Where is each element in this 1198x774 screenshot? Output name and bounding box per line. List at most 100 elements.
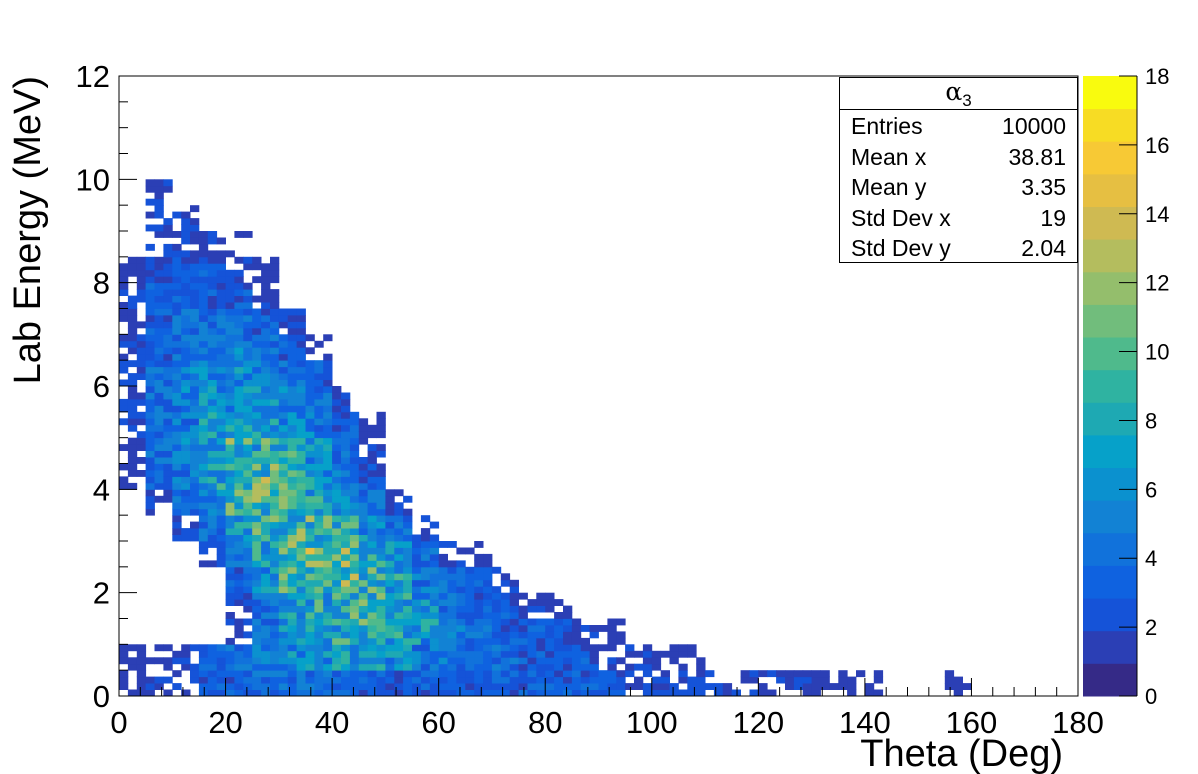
- heatmap-cell: [403, 547, 413, 555]
- heatmap-cell: [225, 502, 235, 510]
- heatmap-cell: [127, 437, 138, 445]
- heatmap-cell: [270, 302, 280, 309]
- heatmap-cell: [607, 683, 617, 690]
- heatmap-cell: [349, 482, 360, 490]
- heatmap-cell: [394, 631, 404, 639]
- heatmap-cell: [154, 495, 164, 503]
- heatmap-cell: [554, 650, 564, 658]
- heatmap-cell: [554, 657, 564, 665]
- heatmap-cell: [793, 676, 804, 684]
- heatmap-cell: [198, 347, 209, 355]
- heatmap-cell: [145, 211, 155, 219]
- heatmap-cell: [394, 573, 404, 581]
- heatmap-cell: [216, 463, 226, 471]
- heatmap-cell: [127, 373, 138, 380]
- heatmap-cell: [261, 405, 271, 413]
- heatmap-cell: [198, 683, 209, 690]
- heatmap-cell: [278, 457, 289, 464]
- heatmap-cell: [651, 663, 662, 671]
- heatmap-cell: [127, 424, 138, 432]
- heatmap-cell: [181, 360, 191, 368]
- heatmap-cell: [589, 683, 599, 690]
- heatmap-cell: [518, 637, 528, 645]
- heatmap-cell: [687, 644, 697, 652]
- heatmap-cell: [287, 315, 297, 322]
- heatmap-cell: [190, 437, 200, 445]
- heatmap-cell: [429, 599, 440, 606]
- heatmap-cell: [491, 605, 502, 613]
- heatmap-cell: [483, 637, 493, 645]
- heatmap-cell: [154, 386, 164, 393]
- heatmap-cell: [136, 470, 147, 477]
- heatmap-cell: [864, 689, 875, 697]
- heatmap-cell: [403, 657, 413, 665]
- heatmap-cell: [172, 683, 182, 690]
- heatmap-cell: [518, 676, 528, 684]
- heatmap-cell: [243, 663, 253, 671]
- heatmap-cell: [127, 347, 138, 355]
- heatmap-cell: [838, 670, 848, 678]
- heatmap-cell: [136, 418, 147, 426]
- heatmap-cell: [163, 256, 173, 264]
- heatmap-cell: [483, 670, 493, 678]
- heatmap-cell: [483, 689, 493, 697]
- heatmap-cell: [190, 347, 200, 355]
- heatmap-cell: [278, 566, 289, 574]
- heatmap-cell: [740, 670, 750, 678]
- heatmap-cell: [305, 470, 315, 477]
- heatmap-cell: [181, 424, 191, 432]
- heatmap-cell: [509, 663, 519, 671]
- heatmap-cell: [376, 599, 386, 606]
- heatmap-cell: [314, 541, 324, 548]
- heatmap-cell: [545, 625, 555, 632]
- heatmap-cell: [305, 450, 315, 458]
- heatmap-cell: [163, 444, 173, 451]
- heatmap-cell: [332, 398, 342, 406]
- heatmap-cell: [323, 521, 333, 529]
- heatmap-cell: [323, 392, 333, 400]
- heatmap-cell: [145, 689, 155, 697]
- heatmap-cell: [358, 521, 369, 529]
- heatmap-cell: [385, 650, 395, 658]
- heatmap-cell: [234, 495, 244, 503]
- heatmap-cell: [731, 689, 741, 697]
- heatmap-cell: [509, 650, 519, 658]
- heatmap-cell: [296, 592, 306, 600]
- heatmap-cell: [314, 405, 324, 413]
- heatmap-cell: [207, 424, 218, 432]
- heatmap-cell: [278, 373, 289, 380]
- heatmap-cell: [252, 612, 262, 619]
- heatmap-cell: [181, 237, 191, 245]
- heatmap-cell: [483, 683, 493, 690]
- heatmap-cell: [305, 650, 315, 658]
- heatmap-cell: [261, 295, 271, 303]
- heatmap-cell: [145, 302, 155, 309]
- heatmap-cell: [554, 683, 564, 690]
- heatmap-cell: [314, 515, 324, 523]
- heatmap-cell: [367, 599, 377, 606]
- heatmap-cell: [270, 386, 280, 393]
- heatmap-cell: [119, 418, 129, 426]
- heatmap-cell: [261, 489, 271, 497]
- heatmap-cell: [305, 482, 315, 490]
- heatmap-cell: [420, 625, 431, 632]
- heatmap-cell: [367, 605, 377, 613]
- heatmap-cell: [243, 418, 253, 426]
- heatmap-cell: [305, 663, 315, 671]
- heatmap-cell: [829, 683, 839, 690]
- heatmap-cell: [278, 625, 289, 632]
- heatmap-cell: [172, 515, 182, 523]
- heatmap-cell: [243, 489, 253, 497]
- heatmap-cell: [154, 231, 164, 238]
- heatmap-cell: [207, 366, 218, 374]
- heatmap-cell: [394, 553, 404, 561]
- heatmap-cell: [287, 592, 297, 600]
- heatmap-cell: [554, 644, 564, 652]
- heatmap-cell: [287, 495, 297, 503]
- heatmap-cell: [305, 670, 315, 678]
- heatmap-cell: [474, 663, 484, 671]
- heatmap-cell: [447, 657, 457, 665]
- heatmap-cell: [198, 644, 209, 652]
- heatmap-cell: [252, 276, 262, 284]
- heatmap-cell: [296, 618, 306, 626]
